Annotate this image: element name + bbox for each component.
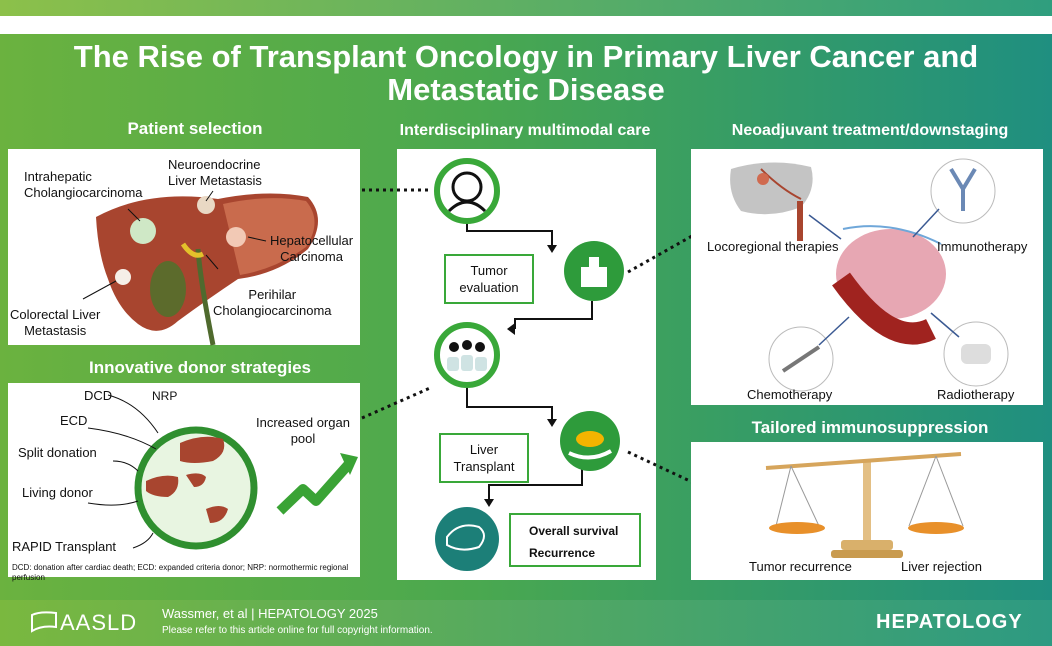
section-donor-strategies: Innovative donor strategies bbox=[89, 358, 311, 377]
journal-name: HEPATOLOGY bbox=[876, 611, 1023, 633]
label-ecd: ECD bbox=[60, 413, 88, 428]
donor-strategies-panel: DCD NRP ECD Split donation Living donor … bbox=[8, 383, 360, 582]
label-living: Living donor bbox=[22, 485, 93, 500]
overall-survival-label: Overall survival bbox=[529, 524, 619, 538]
label-nrp: NRP bbox=[152, 389, 178, 403]
liver-transplant-box: Liver Transplant bbox=[439, 433, 529, 483]
multimodal-care-panel: Tumor evaluation Liver Transplant Overal… bbox=[397, 149, 656, 580]
aasld-logo-text: AASLD bbox=[60, 610, 138, 635]
label-liver-rejection: Liver rejection bbox=[901, 559, 982, 574]
label-tumor-recurrence: Tumor recurrence bbox=[749, 559, 852, 574]
label-split: Split donation bbox=[18, 445, 97, 460]
outcomes-box bbox=[509, 513, 641, 567]
label-hcc: Hepatocellular Carcinoma bbox=[270, 233, 354, 264]
tumor-evaluation-box: Tumor evaluation bbox=[444, 254, 534, 304]
section-immunosuppression: Tailored immunosuppression bbox=[751, 418, 989, 437]
label-phc: Perihilar Cholangiocarcinoma bbox=[213, 287, 332, 318]
label-immunotherapy: Immunotherapy bbox=[937, 239, 1028, 254]
neoadjuvant-panel: Locoregional therapies Immunotherapy Che… bbox=[691, 149, 1043, 405]
label-crc: Colorectal Liver Metastasis bbox=[10, 307, 101, 338]
label-organ-pool: Increased organ pool bbox=[256, 415, 350, 446]
label-chemotherapy: Chemotherapy bbox=[747, 387, 833, 402]
label-ihc: Intrahepatic Cholangiocarcinoma bbox=[24, 169, 143, 200]
immunosuppression-panel: Tumor recurrence Liver rejection bbox=[691, 442, 1043, 580]
recurrence-label: Recurrence bbox=[529, 546, 596, 560]
label-locoregional: Locoregional therapies bbox=[707, 239, 839, 254]
label-dcd: DCD bbox=[84, 388, 113, 403]
section-neoadjuvant: Neoadjuvant treatment/downstaging bbox=[731, 122, 1009, 139]
section-patient-selection: Patient selection bbox=[127, 119, 263, 138]
copyright-note: Please refer to this article online for … bbox=[162, 625, 433, 636]
section-multimodal-care: Interdisciplinary multimodal care bbox=[399, 122, 651, 139]
citation: Wassmer, et al | HEPATOLOGY 2025 bbox=[162, 606, 378, 621]
page-title: The Rise of Transplant Oncology in Prima… bbox=[73, 39, 979, 107]
liver-illustration bbox=[82, 190, 318, 346]
balance-scale bbox=[765, 452, 964, 558]
label-rapid: RAPID Transplant bbox=[12, 539, 117, 554]
top-bar bbox=[0, 0, 1052, 16]
patient-selection-panel: Intrahepatic Cholangiocarcinoma Neuroend… bbox=[8, 149, 360, 346]
label-net: Neuroendocrine Liver Metastasis bbox=[168, 157, 262, 188]
neoadjuvant-illustration bbox=[730, 158, 1009, 392]
donor-footnote: DCD: donation after cardiac death; ECD: … bbox=[12, 563, 349, 582]
donor-illustration bbox=[87, 394, 358, 550]
footer bbox=[0, 600, 1052, 646]
label-radiotherapy: Radiotherapy bbox=[937, 387, 1015, 402]
aasld-logo-icon bbox=[31, 611, 57, 633]
